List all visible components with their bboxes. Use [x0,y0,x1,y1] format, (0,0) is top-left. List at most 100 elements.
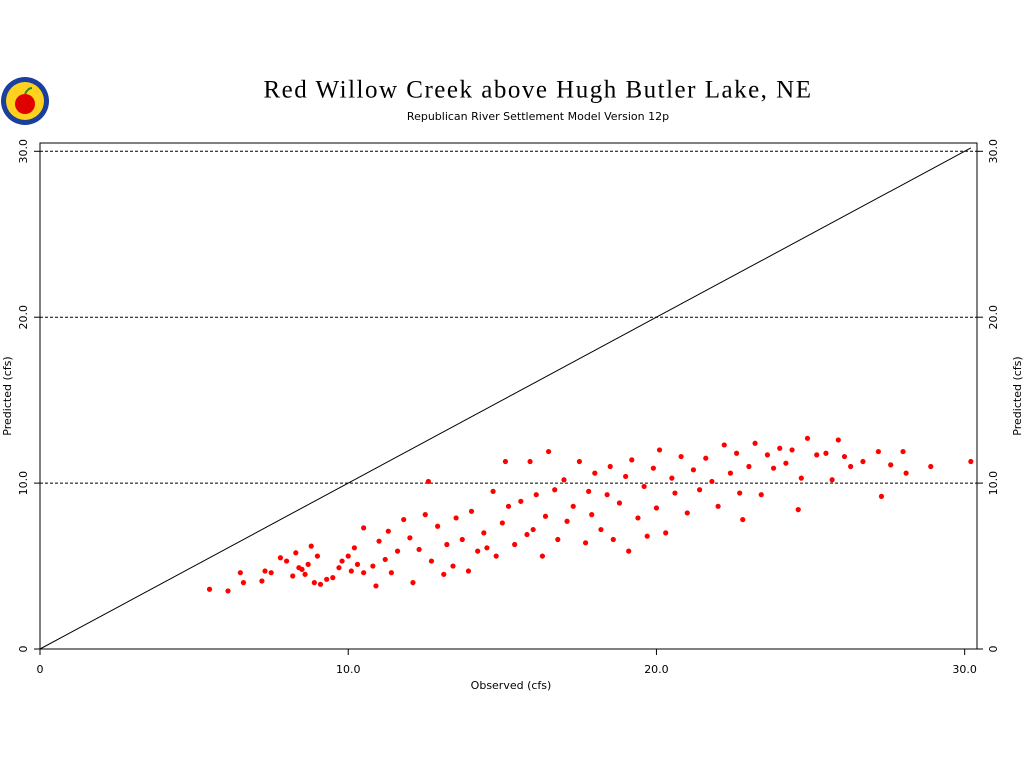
point [860,458,866,465]
point [345,553,351,559]
point [564,518,570,524]
point [570,503,576,509]
point [407,535,413,541]
point [530,526,536,533]
point [382,556,388,563]
point [240,580,247,586]
point [435,523,441,529]
point [635,515,641,521]
point [299,566,305,572]
point [626,548,632,554]
point [968,458,974,465]
reference-line [39,147,972,650]
point [835,437,841,443]
point [758,492,764,498]
point [653,505,660,511]
point [703,455,709,461]
point [361,525,367,531]
y-tick-label-right: 0 [987,646,1000,653]
point [672,490,678,496]
point [422,512,428,518]
point [607,463,613,470]
y-tick-label-right: 20.0 [987,305,1000,330]
point [900,448,906,455]
point [804,435,811,441]
plot-frame [39,142,978,650]
point [616,500,623,506]
point [533,492,539,498]
point [283,558,290,564]
point [589,512,595,518]
point [656,447,663,453]
point [499,520,505,526]
point [425,478,431,485]
point [669,475,675,481]
point [841,453,848,460]
point [502,458,509,465]
point [225,588,231,594]
point [888,462,894,468]
point [293,550,299,556]
point [277,555,284,561]
point [542,513,549,519]
point [604,492,610,498]
point [903,470,909,476]
point [650,465,656,471]
y-tick-label: 30.0 [17,139,30,164]
point [290,573,296,579]
point [678,453,684,460]
y-tick-label: 20.0 [17,305,30,330]
point [829,477,835,483]
point [552,487,558,493]
point [582,540,589,546]
point [561,477,567,483]
point [524,531,530,538]
x-axis-label: Observed (cfs) [471,679,552,692]
point [444,541,450,548]
y-tick-label: 0 [17,646,30,653]
point [490,488,496,494]
point [848,463,854,470]
y-axis-label: Predicted (cfs) [1,356,14,435]
x-tick-label: 10.0 [336,663,361,676]
point [481,530,487,536]
point [401,516,407,523]
point [376,538,382,544]
point [428,558,435,564]
point [610,536,616,543]
y-tick-label-right: 10.0 [987,471,1000,496]
point [586,488,592,494]
point [302,571,308,577]
y-tick-label: 10.0 [17,471,30,496]
point [814,452,820,458]
point [330,575,336,581]
point [715,503,721,509]
point [798,475,804,481]
point [752,440,758,446]
point [394,548,401,554]
point [696,487,703,493]
point [308,543,314,549]
point [317,581,324,587]
point [475,548,481,554]
point [527,458,533,465]
point [770,465,777,471]
chart-subtitle: Republican River Settlement Model Versio… [407,110,669,123]
point [783,460,789,466]
point [351,545,357,551]
point [644,533,650,539]
point [453,515,459,521]
point [410,580,416,586]
point [789,447,795,453]
point [740,516,746,523]
logo [1,77,49,125]
point [663,530,669,536]
x-tick-label: 0 [37,663,44,676]
y-tick-label-right: 30.0 [987,139,1000,164]
point [493,553,499,559]
point [684,510,690,516]
point [465,568,472,574]
point [721,442,727,448]
